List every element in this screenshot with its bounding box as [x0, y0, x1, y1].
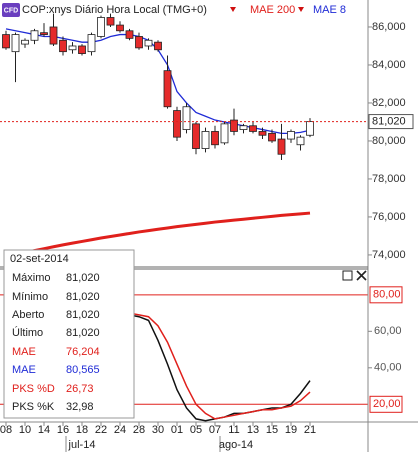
candle-body [306, 121, 314, 136]
dropdown-arrow [298, 7, 304, 12]
candle-body [68, 45, 77, 51]
info-label: Aberto [12, 309, 44, 321]
x-tick-label: 15 [266, 424, 278, 436]
maximize-button[interactable] [342, 270, 353, 281]
indicator-line [5, 211, 311, 259]
info-value: 81,020 [66, 272, 100, 284]
candle-body [182, 106, 191, 130]
info-value: 80,565 [66, 364, 100, 376]
candle-body [154, 41, 162, 51]
x-tick-label: 19 [285, 424, 297, 436]
info-box-frame [3, 249, 135, 419]
candle-body [201, 131, 210, 149]
overlay: CFD COP:xnys Diário Hora Local (TMG+0) M… [2, 3, 367, 281]
candle-body [49, 26, 58, 45]
x-tick-label: 16 [57, 424, 69, 436]
month-label: ago-14 [219, 439, 253, 451]
y-tick-label: 40,00 [374, 362, 402, 374]
candle-body [192, 123, 200, 149]
y-tick-label: 78,000 [372, 173, 406, 185]
candle-body [2, 34, 10, 49]
candle-body [163, 70, 172, 108]
x-tick-label: 05 [190, 424, 202, 436]
info-label: PKS %D [12, 383, 55, 395]
info-label: Último [12, 326, 43, 339]
candle-body [125, 30, 134, 39]
candle-body [239, 125, 248, 130]
y-tick-label: 82,000 [372, 97, 406, 109]
candle-body [11, 34, 20, 53]
x-tick-label: 11 [228, 424, 239, 436]
info-box: 02-set-2014 Máximo 81,020 Mínimo 81,020 Aber… [3, 249, 135, 419]
cfd-icon-text: CFD [4, 7, 18, 14]
y-tick-label: 76,000 [372, 211, 406, 223]
level-box [369, 286, 403, 304]
candle-body [230, 119, 238, 132]
info-label: MAE [12, 346, 36, 358]
x-tick-label: 01 [171, 424, 183, 436]
x-tick-label: 21 [304, 424, 316, 436]
candle-body [277, 138, 286, 155]
last-price-label: 81,020 [372, 115, 406, 127]
cfd-icon [2, 3, 20, 17]
candle-body [106, 17, 115, 26]
indicator-label: MAE 200 [250, 4, 295, 16]
x-tick-label: 18 [76, 424, 88, 436]
candle-body [144, 39, 153, 47]
x-tick-label: 14 [38, 424, 50, 436]
y-tick-label: 84,000 [372, 59, 406, 71]
month-label: jul-14 [68, 439, 96, 451]
candle-body [249, 125, 257, 132]
x-tick-label: 22 [95, 424, 107, 436]
x-tick-label: 08 [0, 424, 12, 436]
info-label: Máximo [12, 272, 51, 284]
x-tick-label: 24 [114, 424, 126, 436]
x-tick-label: 30 [152, 424, 164, 436]
info-value: 81,020 [66, 327, 100, 339]
indicator-label: MAE 8 [313, 4, 346, 16]
x-tick-label: 28 [133, 424, 145, 436]
candle-body [21, 39, 29, 45]
info-label: PKS %K [12, 401, 55, 413]
level-label: 80,00 [373, 289, 401, 301]
info-value: 81,020 [66, 291, 100, 303]
y-tick-label: 80,000 [372, 135, 406, 147]
y-tick-label: 86,000 [372, 21, 406, 33]
last-price-box [368, 114, 414, 130]
candle-body [59, 39, 67, 53]
y-tick-label: 74,000 [372, 249, 406, 261]
candle-body [116, 24, 124, 32]
info-value: 32,98 [66, 401, 94, 413]
candle-body [296, 136, 305, 146]
close-button[interactable] [356, 270, 367, 281]
candle-body [220, 123, 229, 144]
level-box [369, 395, 403, 413]
info-value: 76,204 [66, 346, 100, 358]
info-label: Mínimo [12, 291, 48, 303]
candle-body [97, 17, 105, 37]
candle-body [135, 36, 143, 49]
candle-body [268, 132, 276, 142]
info-label: MAE [12, 364, 36, 376]
dropdown-arrow[interactable] [230, 7, 236, 12]
candle-body [78, 45, 86, 54]
candle-body [258, 131, 267, 136]
candle-body [287, 131, 295, 140]
chart-title: COP:xnys Diário Hora Local (TMG+0) [22, 4, 207, 16]
info-date: 02-set-2014 [10, 253, 69, 265]
level-label: 20,00 [373, 398, 401, 410]
price-panel [0, 13, 368, 259]
candle-body [87, 34, 96, 53]
x-tick-label: 07 [209, 424, 221, 436]
x-tick-label: 13 [247, 424, 259, 436]
candle-body [173, 110, 181, 138]
y-tick-label: 60,00 [374, 325, 402, 337]
info-value: 26,73 [66, 383, 94, 395]
candle-body [211, 131, 219, 146]
candle-body [30, 30, 39, 41]
candle-body [40, 32, 48, 35]
info-value: 81,020 [66, 309, 100, 321]
x-tick-label: 10 [19, 424, 31, 436]
